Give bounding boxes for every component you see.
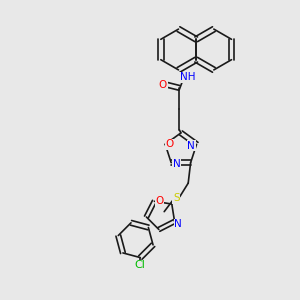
Text: N: N (187, 141, 195, 151)
Text: S: S (173, 193, 179, 203)
Text: Cl: Cl (135, 260, 146, 270)
Text: N: N (173, 159, 181, 169)
Text: O: O (159, 80, 167, 90)
Text: O: O (166, 139, 174, 149)
Text: O: O (156, 196, 164, 206)
Text: NH: NH (180, 72, 195, 82)
Text: N: N (174, 220, 182, 230)
